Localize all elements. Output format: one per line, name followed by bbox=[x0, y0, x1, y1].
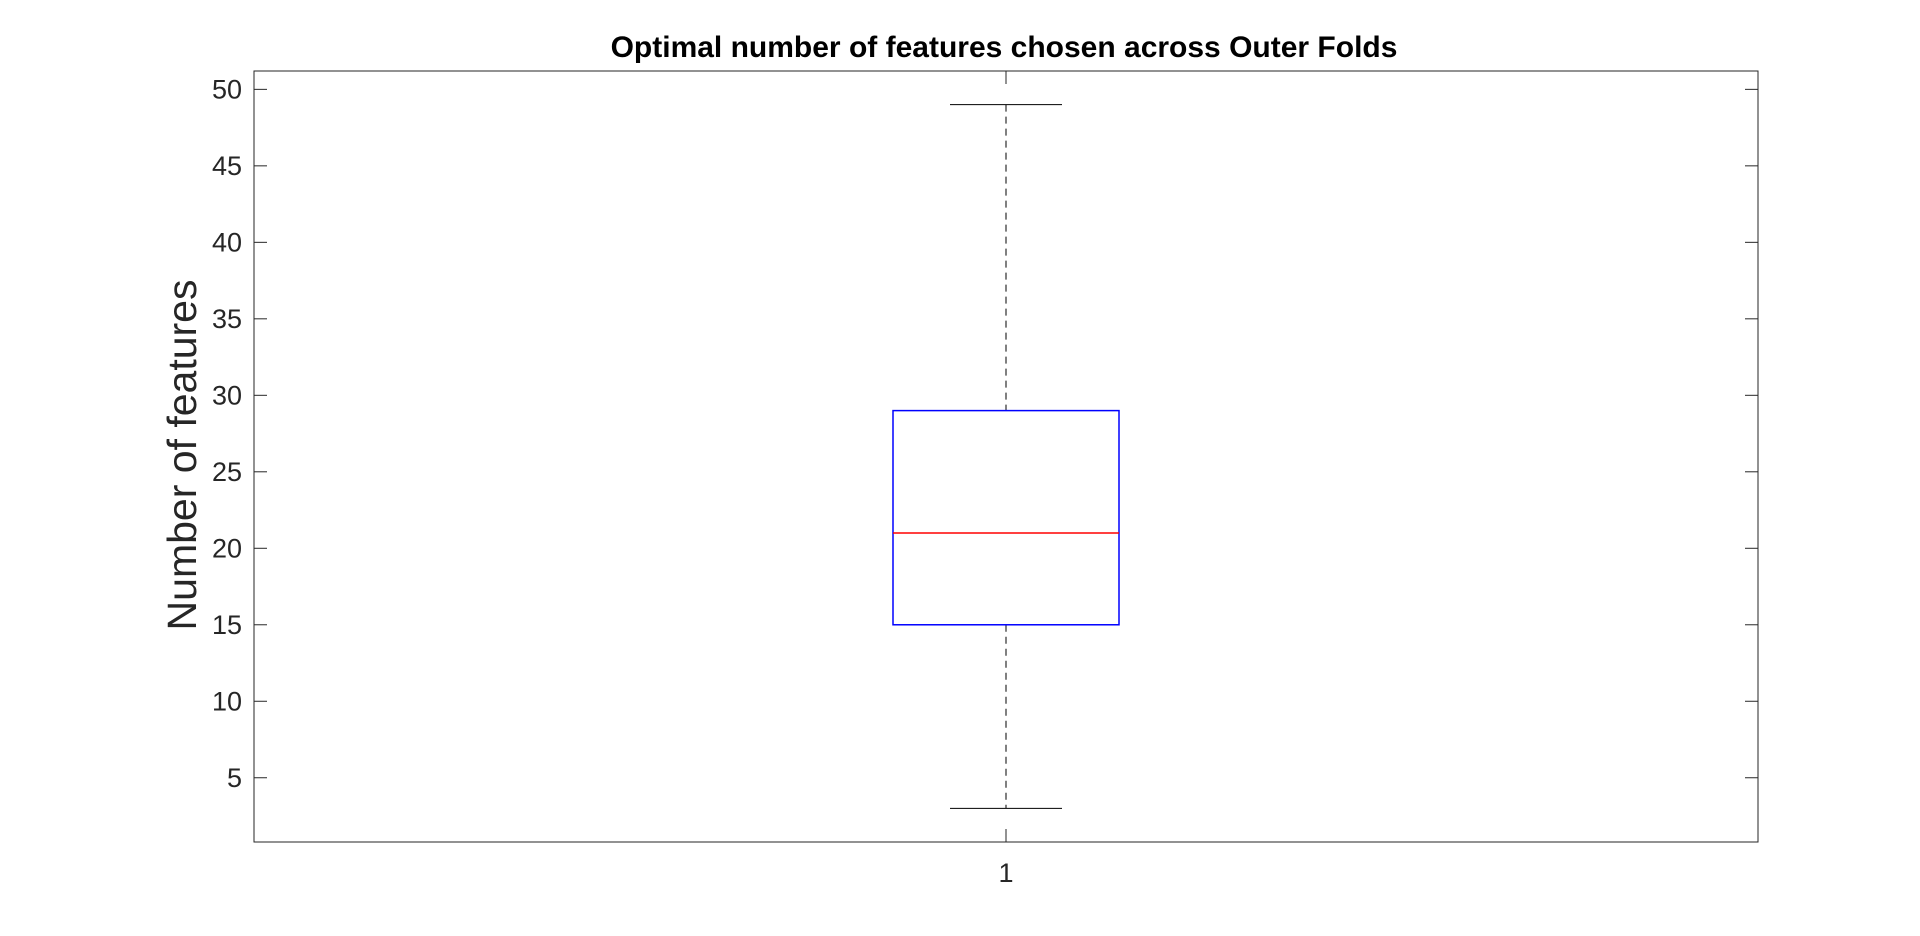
y-tick-label: 15 bbox=[212, 610, 242, 640]
iqr-box bbox=[892, 409, 1120, 626]
y-tick-label: 35 bbox=[212, 304, 242, 334]
chart-title: Optimal number of features chosen across… bbox=[611, 31, 1398, 64]
plot-area: 5 10 15 20 25 30 35 40 45 50 1 bbox=[212, 70, 1759, 888]
x-tick-label: 1 bbox=[998, 858, 1013, 888]
y-tick-label: 45 bbox=[212, 151, 242, 181]
y-tick-label: 20 bbox=[212, 533, 242, 563]
y-tick-label: 50 bbox=[212, 74, 242, 104]
y-axis-label: Number of features bbox=[159, 280, 205, 631]
y-tick-label: 25 bbox=[212, 457, 242, 487]
y-tick-label: 10 bbox=[212, 686, 242, 716]
y-tick-label: 5 bbox=[227, 763, 242, 793]
y-tick-label: 40 bbox=[212, 227, 242, 257]
y-tick-label: 30 bbox=[212, 380, 242, 410]
